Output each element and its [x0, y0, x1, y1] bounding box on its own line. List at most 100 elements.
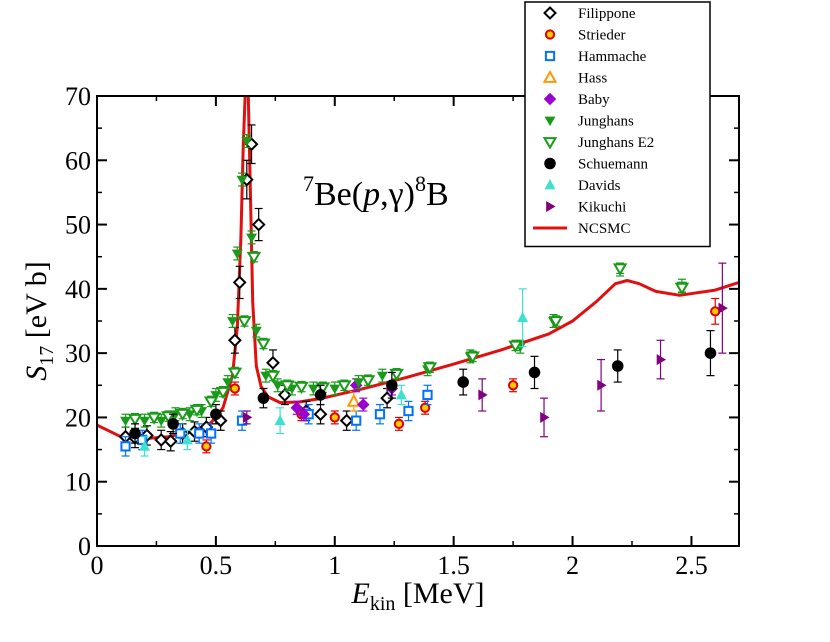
y-tick-label: 10 — [65, 468, 91, 497]
data-point — [237, 316, 252, 329]
data-point — [704, 347, 717, 359]
y-tick-label: 50 — [65, 211, 91, 240]
y-tick-label: 20 — [65, 403, 91, 432]
data-point — [360, 375, 376, 388]
series-davids — [139, 288, 529, 457]
reaction-annotation: 7Be(p,γ)8B — [303, 171, 449, 213]
data-point — [201, 441, 212, 452]
x-tick-label: 0 — [91, 551, 104, 580]
data-point — [386, 379, 398, 392]
legend-label: NCSMC — [578, 221, 631, 237]
legend-entry-schuemann: Schuemann — [544, 157, 648, 173]
data-point — [329, 384, 341, 394]
y-axis-title: S17 [eV b] — [20, 261, 58, 380]
data-point — [120, 441, 131, 452]
series-strieder — [201, 297, 721, 454]
legend-entry-junghans: Junghans — [544, 114, 634, 130]
legend-entry-junghans-e2: Junghans E2 — [542, 135, 654, 151]
x-tick-label: 1.5 — [437, 551, 470, 580]
annot-italic: p — [361, 176, 380, 213]
data-point — [206, 428, 217, 439]
data-point — [251, 217, 266, 232]
x-tick-label: 2 — [566, 551, 579, 580]
data-point — [229, 383, 241, 394]
x-tick-label: 1 — [328, 551, 341, 580]
annot-sup: 7 — [303, 171, 314, 196]
data-point — [163, 434, 178, 449]
data-point — [266, 355, 280, 370]
y-axis-symbol: S — [20, 366, 53, 381]
data-point — [339, 413, 354, 428]
y-tick-label: 70 — [65, 82, 91, 111]
data-point — [127, 413, 143, 427]
legend-label: Filippone — [578, 6, 636, 22]
series-schuemann — [129, 330, 717, 444]
legend-entry-strieder: Strieder — [544, 28, 625, 44]
data-point — [508, 340, 523, 353]
reaction-text: 7Be(p,γ)8B — [303, 171, 449, 213]
annot-part: B — [426, 176, 449, 213]
data-point — [710, 306, 721, 317]
data-point — [154, 433, 169, 447]
data-point — [257, 392, 270, 404]
data-point — [353, 378, 365, 388]
data-point — [265, 370, 281, 384]
series-junghans-e2 — [127, 250, 690, 427]
data-point — [210, 391, 222, 401]
legend-box — [524, 1, 711, 248]
data-point — [203, 396, 219, 409]
data-point — [256, 338, 271, 351]
legend-label: Davids — [578, 178, 621, 194]
legend-swatch — [544, 178, 556, 190]
data-point — [314, 389, 327, 401]
legend-label: Schuemann — [578, 157, 648, 173]
series-hass — [346, 391, 361, 412]
legend-swatch — [544, 116, 556, 126]
data-point — [395, 388, 407, 400]
data-point — [274, 414, 286, 426]
data-point — [222, 378, 234, 388]
data-point — [137, 434, 148, 446]
data-point — [465, 351, 480, 364]
x-tick-label: 2.5 — [675, 551, 708, 580]
legend-label: Baby — [578, 92, 610, 108]
series-hammache — [120, 384, 433, 457]
data-point — [215, 386, 231, 400]
data-point — [227, 333, 242, 348]
x-axis-symbol: E — [350, 577, 369, 610]
data-point — [232, 275, 247, 290]
data-point — [290, 401, 303, 414]
data-point — [155, 416, 167, 427]
legend-swatch — [546, 201, 556, 212]
legend-entry-davids: Davids — [544, 178, 621, 194]
legend-swatch — [544, 157, 556, 170]
data-point — [194, 428, 205, 439]
data-point — [139, 416, 151, 427]
data-point — [241, 137, 253, 147]
data-point — [351, 415, 362, 426]
data-point — [181, 433, 193, 445]
data-point — [175, 408, 190, 422]
data-point — [422, 362, 438, 375]
y-tick-label: 60 — [65, 146, 91, 175]
data-point — [540, 411, 550, 423]
data-point — [167, 418, 179, 430]
legend-entry-hass: Hass — [542, 69, 607, 87]
data-point — [457, 376, 469, 388]
data-point — [357, 398, 370, 411]
legend-label: Kikuchi — [578, 200, 626, 216]
data-point — [272, 381, 284, 391]
x-axis-title: Ekin [MeV] — [350, 577, 484, 615]
annot-part: Be( — [314, 176, 363, 213]
legend-entry-ncsmc: NCSMC — [533, 221, 631, 237]
legend-label: Strieder — [578, 28, 625, 44]
data-point — [548, 316, 564, 329]
x-tick-label: 0.5 — [200, 551, 233, 580]
y-axis-subscript: 17 — [36, 346, 58, 366]
data-point — [612, 263, 628, 276]
data-point — [246, 233, 258, 243]
y-tick-label: 0 — [78, 532, 91, 561]
x-axis-unit: [MeV] — [395, 577, 484, 610]
data-point — [189, 404, 205, 418]
